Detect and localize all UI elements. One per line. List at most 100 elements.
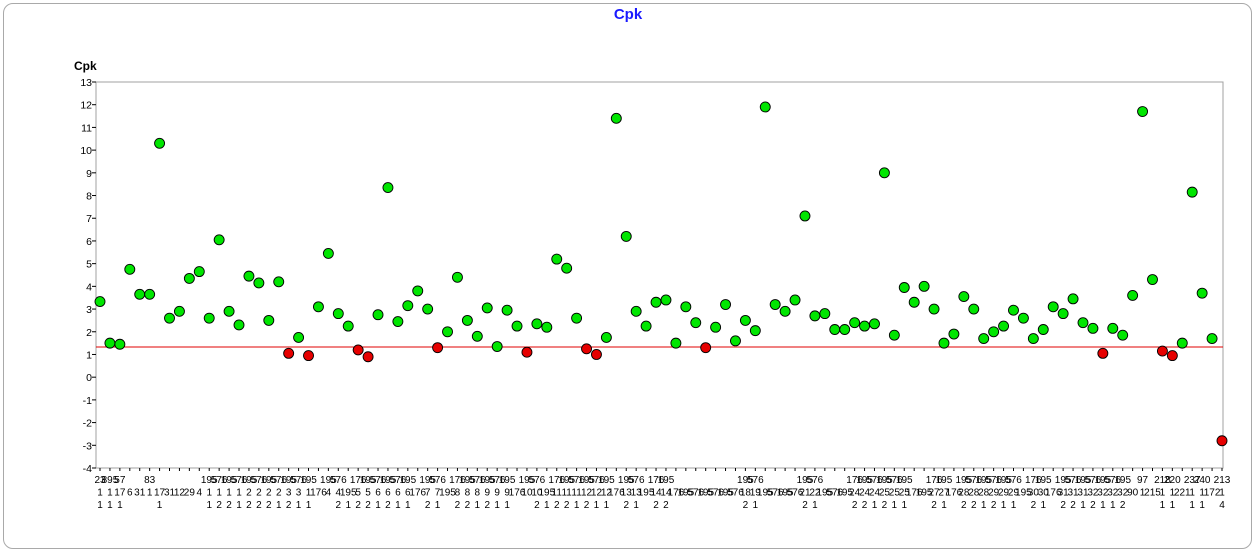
x-tick-label: 195 xyxy=(1055,475,1072,486)
data-point-pass xyxy=(1137,106,1149,117)
x-tick-label: 57 xyxy=(114,475,126,486)
y-tick-label: 2 xyxy=(86,327,92,339)
data-point-pass xyxy=(859,320,870,332)
x-tick-label: 2 xyxy=(1031,500,1037,511)
y-tick-label: 12 xyxy=(80,100,92,112)
x-tick-label: 195 xyxy=(816,488,833,499)
x-tick-label: 1 xyxy=(1160,488,1166,499)
x-tick-label: 195 xyxy=(1114,475,1131,486)
x-tick-label: 172 xyxy=(1204,488,1221,499)
x-tick-label: 1 xyxy=(1170,500,1176,511)
x-tick-label: 31 xyxy=(1077,488,1089,499)
data-point-pass xyxy=(908,296,920,308)
x-tick-label: 576 xyxy=(886,475,903,486)
data-point-pass xyxy=(1206,333,1218,345)
data-point-pass xyxy=(839,324,851,335)
x-tick-label: 5 xyxy=(355,488,361,499)
data-point-pass xyxy=(878,167,890,179)
x-tick-label: 83 xyxy=(144,475,156,486)
x-tick-label: 195 xyxy=(340,488,357,499)
data-point-pass xyxy=(154,137,166,149)
data-point-pass xyxy=(372,309,384,321)
x-tick-label: 2 xyxy=(653,500,659,511)
x-tick-label: 29 xyxy=(1008,488,1020,499)
data-point-pass xyxy=(720,299,731,310)
x-tick-label: 576 xyxy=(1104,475,1121,486)
x-tick-label: 1 xyxy=(375,500,381,511)
data-point-pass xyxy=(422,303,434,315)
x-tick-label: 195 xyxy=(936,475,953,486)
y-tick-label: 7 xyxy=(86,213,92,225)
x-tick-label: 10 xyxy=(531,488,543,499)
data-point-pass xyxy=(1008,304,1019,316)
data-point-pass xyxy=(183,272,195,284)
x-tick-label: 195 xyxy=(260,475,277,486)
x-tick-label: 176 xyxy=(946,488,963,499)
x-tick-label: 1 xyxy=(107,500,113,511)
data-point-pass xyxy=(203,312,215,324)
y-tick-label: -4 xyxy=(83,463,92,475)
x-tick-label: 18 xyxy=(740,488,752,499)
x-tick-label: 6 xyxy=(405,488,411,499)
x-tick-label: 23 xyxy=(94,475,106,486)
x-tick-label: 14 xyxy=(650,488,662,499)
data-point-pass xyxy=(1176,337,1188,349)
x-tick-label: 1 xyxy=(574,500,580,511)
x-tick-label: 1 xyxy=(1080,500,1086,511)
data-point-pass xyxy=(263,314,275,326)
x-tick-label: 1 xyxy=(216,488,222,499)
x-tick-label: 1 xyxy=(1160,500,1166,511)
x-tick-label: 237 xyxy=(1184,475,1201,486)
x-tick-label: 576 xyxy=(330,475,347,486)
data-point-pass xyxy=(342,320,354,332)
x-tick-label: 10 xyxy=(521,488,533,499)
x-tick-label: 1 xyxy=(395,500,401,511)
data-point-pass xyxy=(104,337,116,349)
data-point-pass xyxy=(819,308,831,320)
x-tick-label: 576 xyxy=(1065,475,1082,486)
x-tick-label: 2 xyxy=(991,500,997,511)
data-point-pass xyxy=(968,303,980,315)
x-tick-label: 1 xyxy=(892,500,898,511)
x-tick-label: 1 xyxy=(345,500,351,511)
x-tick-label: 2 xyxy=(663,500,669,511)
x-tick-label: 32 xyxy=(1087,488,1099,499)
x-tick-label: 1 xyxy=(107,488,113,499)
x-tick-label: 1 xyxy=(296,500,302,511)
x-tick-label: 1 xyxy=(435,500,441,511)
x-tick-label: 240 xyxy=(1194,475,1211,486)
data-point-pass xyxy=(938,337,950,349)
x-tick-label: 176 xyxy=(1025,475,1042,486)
x-tick-label: 1 xyxy=(872,500,878,511)
x-tick-label: 14 xyxy=(660,488,672,499)
x-tick-label: 29 xyxy=(988,488,1000,499)
x-tick-label: 1 xyxy=(157,500,163,511)
data-point-pass xyxy=(223,305,235,317)
x-tick-label: 6 xyxy=(127,488,133,499)
x-tick-label: 176 xyxy=(1045,488,1062,499)
data-point-pass xyxy=(193,266,205,278)
data-point-pass xyxy=(680,301,692,313)
x-tick-label: 176 xyxy=(548,475,565,486)
x-tick-label: 2 xyxy=(256,488,262,499)
x-tick-label: 2 xyxy=(1060,500,1066,511)
x-tick-label: 195 xyxy=(618,475,635,486)
x-tick-label: 1 xyxy=(1219,488,1225,499)
data-point-pass xyxy=(114,338,126,350)
x-tick-label: 29 xyxy=(184,488,196,499)
y-tick-label: 3 xyxy=(86,304,92,316)
x-tick-label: 2 xyxy=(1070,500,1076,511)
data-point-pass xyxy=(402,300,414,312)
data-point-pass xyxy=(442,326,453,338)
x-tick-label: 576 xyxy=(1005,475,1022,486)
x-tick-label: 22 xyxy=(809,488,821,499)
data-point-pass xyxy=(1017,312,1029,324)
x-tick-label: 2 xyxy=(971,500,977,511)
x-tick-label: 195 xyxy=(201,475,218,486)
data-point-pass xyxy=(690,317,702,329)
x-tick-label: 1 xyxy=(1189,488,1195,499)
data-point-pass xyxy=(1057,308,1069,320)
x-tick-label: 11 xyxy=(552,488,563,499)
data-point-pass xyxy=(461,314,473,326)
y-axis-label: Cpk xyxy=(74,59,97,73)
